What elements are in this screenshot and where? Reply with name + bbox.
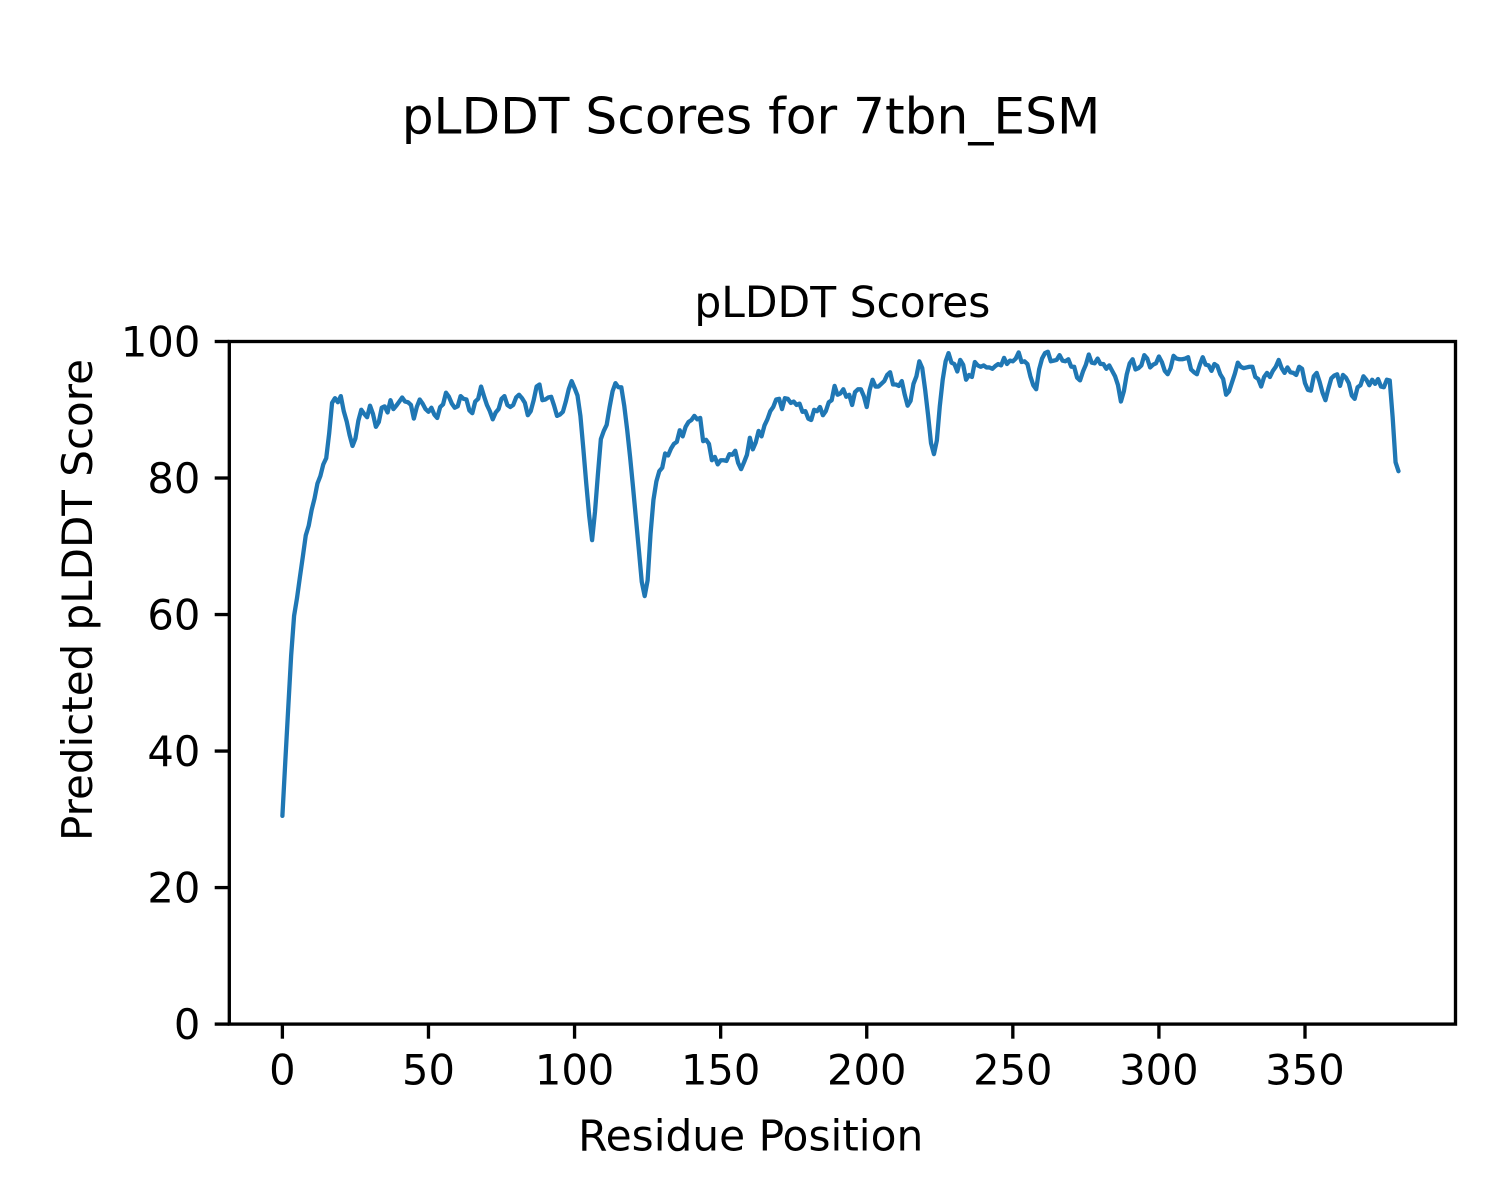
x-tick-label: 50 (402, 1046, 455, 1095)
y-tick-label: 100 (121, 318, 200, 367)
y-axis-tick-labels: 0 20 40 60 80 100 (121, 318, 200, 1050)
x-axis-ticks (280, 1024, 1307, 1039)
axes-spines (227, 339, 1458, 1026)
y-tick-label: 60 (147, 591, 200, 640)
x-axis-label: Residue Position (578, 1112, 923, 1161)
x-tick-label: 250 (973, 1046, 1052, 1095)
x-tick-label: 200 (827, 1046, 906, 1095)
x-tick-label: 350 (1265, 1046, 1344, 1095)
figure-title: pLDDT Scores for 7tbn_ESM (402, 87, 1101, 146)
x-tick-label: 300 (1119, 1046, 1198, 1095)
y-axis-ticks (214, 339, 230, 1026)
x-tick-label: 100 (535, 1046, 614, 1095)
x-tick-label: 0 (269, 1046, 295, 1095)
y-tick-label: 20 (147, 864, 200, 913)
y-tick-label: 40 (147, 727, 200, 776)
axes-title: pLDDT Scores (694, 278, 990, 327)
y-tick-label: 0 (174, 1000, 200, 1049)
y-axis-label: Predicted pLDDT Score (53, 359, 102, 841)
plddt-series-line (280, 349, 1401, 819)
y-tick-label: 80 (147, 454, 200, 503)
x-tick-label: 150 (681, 1046, 760, 1095)
x-axis-tick-labels: 0 50 100 150 200 250 300 350 (269, 1046, 1345, 1095)
